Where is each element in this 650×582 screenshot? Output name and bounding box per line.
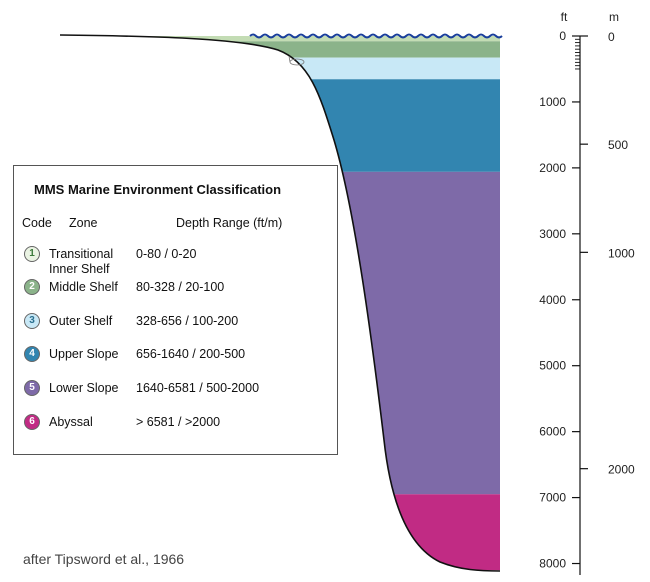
zone-code-badge: 2 — [24, 279, 40, 295]
ft-tick-label: 8000 — [539, 557, 566, 571]
zone-band-transitional-inner-shelf — [60, 36, 500, 42]
depth-axis: 0 1000 2000 3000 4000 5000 6000 7000 8000 0 500 100… — [539, 10, 635, 575]
zone-code-badge: 6 — [24, 414, 40, 430]
legend-header-zone: Zone — [69, 216, 98, 230]
zone-depth-range: > 6581 / >2000 — [136, 415, 221, 429]
zone-band-middle-shelf — [60, 41, 500, 58]
zone-name: Lower Slope — [49, 381, 119, 395]
zone-code-badge: 4 — [24, 346, 40, 362]
ft-tick-label: 1000 — [539, 95, 566, 109]
boat-icon — [288, 55, 305, 66]
legend-rows: 1 Transitional Inner Shelf 0-80 / 0-20 2 Mid… — [14, 166, 337, 454]
zone-depth-range: 656-1640 / 200-500 — [136, 347, 246, 361]
source-credit: after Tipsword et al., 1966 — [23, 551, 185, 567]
ft-tick-label: 5000 — [539, 359, 566, 373]
zone-name: Abyssal — [49, 415, 93, 429]
zone-band-outer-shelf — [60, 57, 500, 80]
ft-tick-label: 7000 — [539, 491, 566, 505]
zone-band-upper-slope — [60, 79, 500, 172]
zone-name: Middle Shelf — [49, 280, 118, 294]
ft-tick-label: 2000 — [539, 161, 566, 175]
zone-code-badge: 1 — [24, 246, 40, 262]
classification-legend: MMS Marine Environment Classification Co… — [13, 165, 338, 455]
zone-name: Upper Slope — [49, 347, 119, 361]
seafloor-profile — [59, 34, 501, 572]
ft-tick-label: 6000 — [539, 425, 566, 439]
zone-code-badge: 3 — [24, 313, 40, 329]
m-tick-label: 500 — [608, 138, 628, 152]
ft-axis-label: ft — [561, 10, 568, 24]
ft-tick-label: 3000 — [539, 227, 566, 241]
zone-depth-range: 80-328 / 20-100 — [136, 280, 225, 294]
m-tick-label: 2000 — [608, 463, 635, 477]
m-tick-label: 1000 — [608, 246, 635, 260]
ft-tick-label: 0 — [559, 29, 566, 43]
m-tick-label: 0 — [608, 30, 615, 44]
m-axis-label: m — [609, 10, 619, 24]
sea-surface-wave — [249, 33, 503, 39]
zone-name: Outer Shelf — [49, 314, 113, 328]
legend-header-depth: Depth Range (ft/m) — [176, 216, 283, 230]
zone-depth-range: 328-656 / 100-200 — [136, 314, 239, 328]
legend-title: MMS Marine Environment Classification — [34, 182, 282, 197]
zone-code-badge: 5 — [24, 380, 40, 396]
zone-depth-range: 1640-6581 / 500-2000 — [136, 381, 260, 395]
zone-name: Transitional Inner Shelf — [49, 247, 114, 276]
ft-tick-label: 4000 — [539, 293, 566, 307]
zone-depth-range: 0-80 / 0-20 — [136, 247, 197, 261]
legend-header-code: Code — [22, 216, 52, 230]
